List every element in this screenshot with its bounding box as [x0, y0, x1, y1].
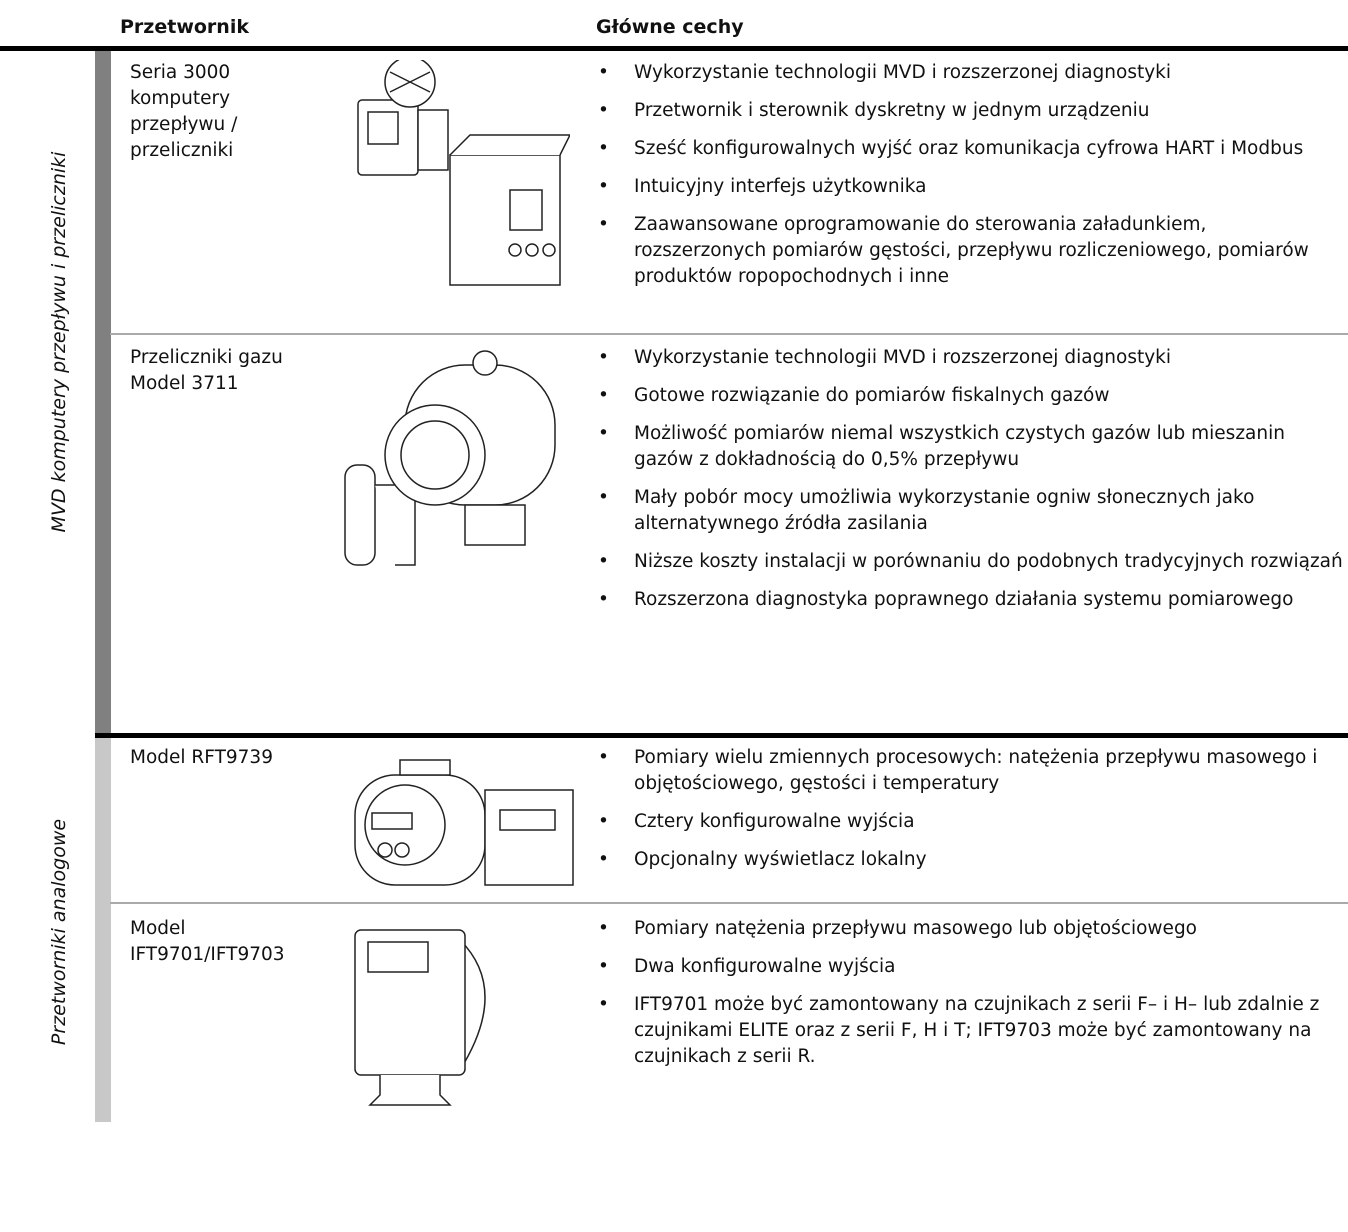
transmitter-name: Model IFT9701/IFT9703 [130, 916, 285, 968]
row-separator [110, 333, 1348, 335]
feature: Wykorzystanie technologii MVD i rozszerz… [598, 345, 1343, 371]
device-image [354, 759, 574, 886]
page: Przetwornik Główne cechy MVD komputery p… [0, 0, 1348, 1122]
name-line: przepływu / [130, 114, 238, 135]
name-line: przeliczniki [130, 140, 234, 161]
feature: Niższe koszty instalacji w porównaniu do… [598, 549, 1343, 575]
name-line: komputery [130, 88, 231, 109]
name-line: Model [130, 918, 186, 939]
transmitter-name: Seria 3000 komputery przepływu / przeliczni… [130, 60, 237, 164]
feature: Pomiary wielu zmiennych procesowych: nat… [598, 745, 1343, 797]
device-image [354, 929, 486, 1106]
feature: Mały pobór mocy umożliwia wykorzystanie … [598, 485, 1343, 537]
feature-list: Wykorzystanie technologii MVD i rozszerz… [598, 345, 1343, 625]
device-image [357, 60, 570, 286]
name-line: IFT9701/IFT9703 [130, 944, 285, 965]
section-bar [95, 51, 111, 733]
transmitter-name: Przeliczniki gazu Model 3711 [130, 345, 283, 397]
device-image [344, 350, 556, 566]
row-separator [110, 902, 1348, 904]
section-bar [95, 738, 111, 1122]
feature: Sześć konfigurowalnych wyjść oraz komuni… [598, 136, 1343, 162]
name-line: Model 3711 [130, 373, 239, 394]
feature-list: Pomiary wielu zmiennych procesowych: nat… [598, 745, 1343, 885]
transmitter-name: Model RFT9739 [130, 745, 273, 771]
section-label: MVD komputery przepływu i przeliczniki [48, 151, 70, 533]
feature: Rozszerzona diagnostyka poprawnego dział… [598, 587, 1343, 613]
feature: Wykorzystanie technologii MVD i rozszerz… [598, 60, 1343, 86]
feature: Cztery konfigurowalne wyjścia [598, 809, 1343, 835]
rule [95, 733, 1348, 738]
feature: Gotowe rozwiązanie do pomiarów fiskalnyc… [598, 383, 1343, 409]
feature-list: Pomiary natężenia przepływu masowego lub… [598, 916, 1343, 1082]
header-col1: Przetwornik [120, 16, 249, 38]
name-line: Seria 3000 [130, 62, 231, 83]
feature: Zaawansowane oprogramowanie do sterowani… [598, 212, 1343, 290]
name-line: Model RFT9739 [130, 747, 273, 768]
section-label: Przetworniki analogowe [48, 818, 70, 1046]
header-col2: Główne cechy [596, 16, 744, 38]
feature: Pomiary natężenia przepływu masowego lub… [598, 916, 1343, 942]
feature: IFT9701 może być zamontowany na czujnika… [598, 992, 1343, 1070]
feature: Opcjonalny wyświetlacz lokalny [598, 847, 1343, 873]
feature: Intuicyjny interfejs użytkownika [598, 174, 1343, 200]
name-line: Przeliczniki gazu [130, 347, 283, 368]
feature-list: Wykorzystanie technologii MVD i rozszerz… [598, 60, 1343, 302]
rule [0, 46, 1348, 51]
feature: Przetwornik i sterownik dyskretny w jedn… [598, 98, 1343, 124]
feature: Możliwość pomiarów niemal wszystkich czy… [598, 421, 1343, 473]
feature: Dwa konfigurowalne wyjścia [598, 954, 1343, 980]
